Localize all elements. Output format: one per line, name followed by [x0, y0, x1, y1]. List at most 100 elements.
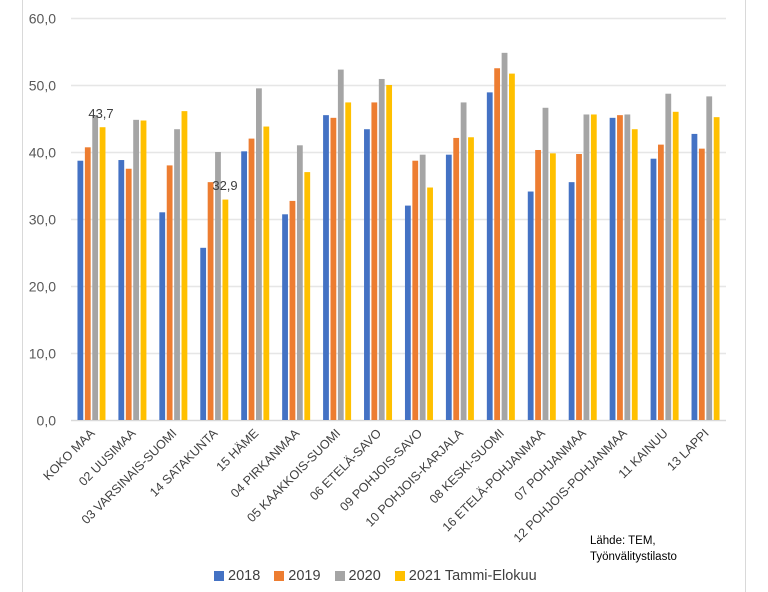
- y-tick-label: 40,0: [29, 145, 56, 161]
- legend-swatch-2018: [214, 571, 224, 581]
- bar-2018-8: [404, 205, 411, 420]
- gridlines: [71, 17, 726, 422]
- bar-2018-1: [118, 160, 125, 421]
- bar-2021-9: [468, 137, 474, 420]
- bar-2020-5: [296, 145, 303, 421]
- bar-2020-10: [501, 52, 508, 421]
- legend-label: 2018: [228, 568, 261, 584]
- bar-2019-9: [453, 137, 460, 420]
- bar-2021-3: [222, 199, 229, 420]
- legend-item-2019[interactable]: 2019: [274, 568, 321, 584]
- bar-2020-11: [542, 107, 549, 420]
- legend-label: 2020: [348, 568, 381, 584]
- bar-2021-10: [509, 73, 515, 421]
- bar-2019-15: [698, 148, 705, 420]
- y-tick-label: 50,0: [29, 78, 56, 94]
- bar-2018-14: [650, 158, 657, 420]
- bar-2018-5: [282, 214, 288, 420]
- y-tick-label: 20,0: [29, 279, 56, 295]
- source-note: Lähde: TEM, Työnvälitystilasto: [590, 533, 677, 565]
- legend-item-2020[interactable]: 2020: [334, 568, 381, 584]
- y-tick-label: 30,0: [29, 212, 56, 228]
- bar-2018-11: [527, 191, 534, 420]
- bar-2020-4: [256, 88, 262, 420]
- data-label: 43,7: [88, 106, 113, 121]
- bar-2019-5: [289, 200, 296, 420]
- bar-2020-15: [706, 96, 713, 420]
- bar-2018-9: [445, 154, 452, 420]
- bar-2021-14: [672, 111, 679, 421]
- bar-2018-4: [241, 151, 248, 420]
- y-axis-ticks: 0,0 10,0 20,0 30,0 40,0 50,0 60,0: [29, 11, 56, 429]
- bar-2021-6: [345, 102, 352, 421]
- bar-2020-2: [174, 129, 180, 420]
- x-tick-label: 06 ETELÄ-SAVO: [307, 426, 384, 503]
- bar-2018-10: [486, 92, 493, 421]
- bar-2020-6: [337, 69, 344, 420]
- bar-2019-0: [84, 147, 91, 420]
- bar-2018-6: [323, 115, 329, 421]
- y-tick-label: 0,0: [37, 413, 57, 429]
- bar-2019-6: [330, 117, 337, 420]
- legend-label: 2021 Tammi-Elokuu: [408, 568, 537, 584]
- source-line-1: Lähde: TEM,: [590, 535, 656, 547]
- bar-2019-1: [125, 168, 132, 420]
- legend: 2018 2019 2020 2021 Tammi-Elokuu: [214, 568, 537, 584]
- bar-2020-14: [665, 93, 672, 421]
- bar-2020-12: [583, 114, 590, 420]
- bars: [77, 52, 720, 421]
- source-line-2: Työnvälitystilasto: [590, 551, 677, 563]
- bar-2018-2: [159, 212, 166, 420]
- bar-2018-7: [364, 129, 370, 420]
- x-tick-label: 04 PIRKANMAA: [228, 426, 303, 501]
- bar-2020-13: [624, 114, 631, 420]
- bar-2021-12: [590, 114, 597, 420]
- x-tick-label: 13 LAPPI: [664, 426, 711, 473]
- x-tick-label: 08 KESKI-SUOMI: [427, 426, 507, 506]
- bar-2018-13: [609, 117, 616, 420]
- legend-label: 2019: [288, 568, 321, 584]
- y-tick-label: 10,0: [29, 346, 56, 362]
- bar-2019-7: [371, 102, 378, 421]
- bar-2019-12: [576, 154, 582, 420]
- bar-2021-8: [427, 187, 433, 420]
- bar-2019-2: [166, 165, 173, 420]
- data-label: 32,9: [212, 178, 237, 193]
- bar-2021-2: [181, 111, 188, 420]
- legend-item-2018[interactable]: 2018: [214, 568, 260, 584]
- bar-2021-4: [263, 126, 270, 420]
- bar-2019-10: [494, 68, 501, 420]
- bar-2019-14: [657, 144, 664, 420]
- bar-2021-5: [304, 172, 311, 420]
- bar-2021-0: [99, 127, 106, 421]
- bar-2019-3: [207, 182, 214, 420]
- bar-2021-1: [140, 120, 147, 420]
- bar-2021-11: [549, 153, 556, 420]
- bar-2018-3: [200, 247, 207, 420]
- legend-swatch-2019: [274, 571, 285, 581]
- bar-2020-3: [215, 152, 221, 420]
- x-tick-label: 07 POHJANMAA: [512, 426, 590, 504]
- bar-2020-1: [133, 119, 140, 420]
- data-labels: 43,7 32,9: [88, 106, 237, 193]
- bar-2020-8: [419, 154, 426, 420]
- bar-2020-9: [460, 102, 467, 421]
- bar-2018-15: [691, 133, 698, 420]
- bar-2019-4: [248, 138, 255, 420]
- legend-item-2021[interactable]: 2021 Tammi-Elokuu: [394, 568, 537, 584]
- bar-2019-8: [412, 160, 419, 420]
- legend-swatch-2020: [334, 571, 345, 581]
- y-tick-label: 60,0: [29, 11, 56, 27]
- bar-2021-13: [631, 129, 638, 420]
- bar-2021-15: [713, 117, 720, 420]
- bar-2020-7: [378, 78, 385, 420]
- bar-2018-12: [568, 182, 575, 420]
- bar-2021-7: [386, 85, 393, 420]
- bar-2019-11: [535, 149, 541, 421]
- bar-2020-0: [92, 115, 99, 421]
- bar-2019-13: [617, 115, 623, 421]
- legend-swatch-2021: [394, 571, 405, 581]
- bar-2018-0: [77, 160, 84, 420]
